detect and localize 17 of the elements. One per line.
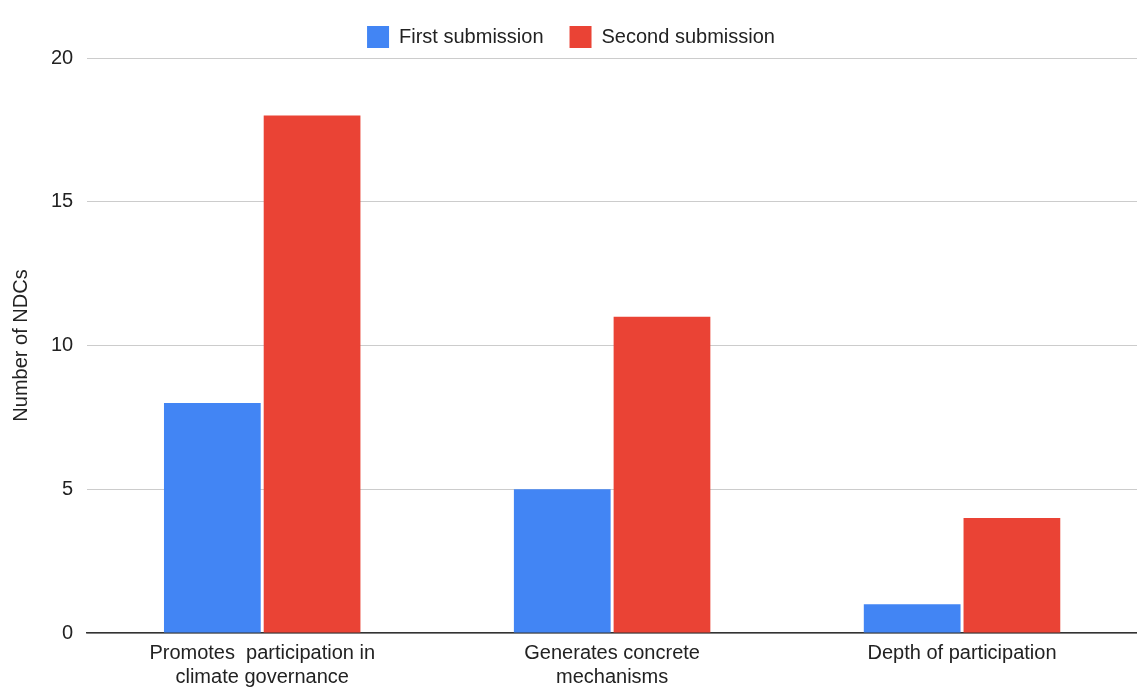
y-tick-label: 10 [51, 333, 74, 356]
x-tick-label: Generates concrete mechanisms [524, 640, 700, 687]
y-axis-title: Number of NDCs [8, 269, 31, 422]
x-tick-label: Promotes participation in climate governance [149, 640, 376, 687]
y-tick-label: 20 [51, 45, 74, 68]
bar [613, 316, 711, 633]
bar [513, 489, 611, 633]
legend-label: Second submission [601, 24, 775, 47]
bar [963, 518, 1061, 633]
x-tick-label: Depth of participation [867, 640, 1057, 663]
bar [163, 403, 261, 633]
y-tick-label: 15 [51, 189, 74, 212]
y-tick-label: 0 [62, 620, 74, 643]
legend-label: First submission [399, 24, 544, 47]
bar [863, 604, 961, 633]
y-tick-label: 5 [62, 476, 74, 499]
bar [263, 115, 361, 633]
